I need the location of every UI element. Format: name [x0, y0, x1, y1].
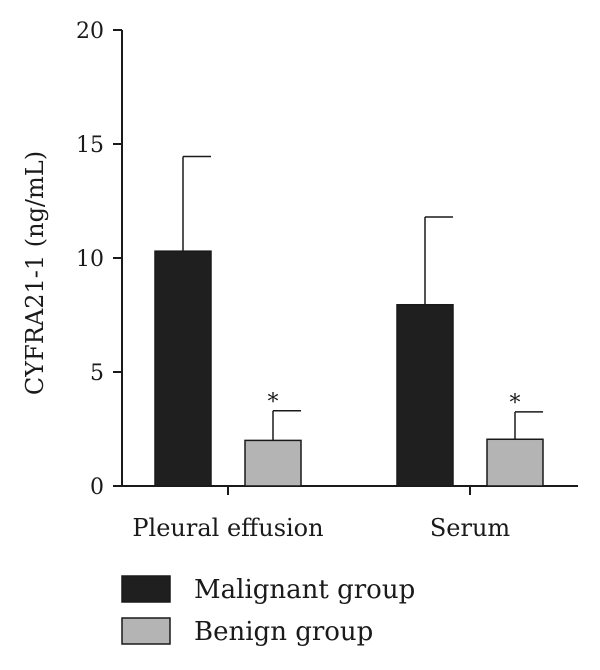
bar [154, 250, 212, 487]
y-tick-label: 20 [76, 19, 104, 44]
labels: 0 5 10 15 20 Pleural effusion Serum CYFRA21-1 (… [21, 19, 521, 542]
legend-swatch [121, 617, 171, 645]
y-tick-label: 0 [90, 475, 104, 500]
significance-marker: * [510, 391, 521, 416]
bars [154, 155, 544, 487]
legend: Malignant group Benign group [121, 575, 415, 647]
bar [486, 438, 544, 487]
y-axis-title: CYFRA21-1 (ng/mL) [21, 151, 49, 395]
bar [396, 303, 454, 487]
legend-swatch [121, 575, 171, 603]
legend-label: Benign group [194, 617, 373, 647]
legend-label: Malignant group [194, 575, 415, 605]
y-tick-label: 15 [76, 133, 104, 158]
y-tick-label: 10 [76, 247, 104, 272]
x-category-label: Serum [430, 514, 511, 542]
x-category-label: Pleural effusion [132, 514, 323, 542]
y-tick-label: 5 [90, 361, 104, 386]
bar [244, 439, 302, 487]
significance-marker: * [268, 390, 279, 415]
